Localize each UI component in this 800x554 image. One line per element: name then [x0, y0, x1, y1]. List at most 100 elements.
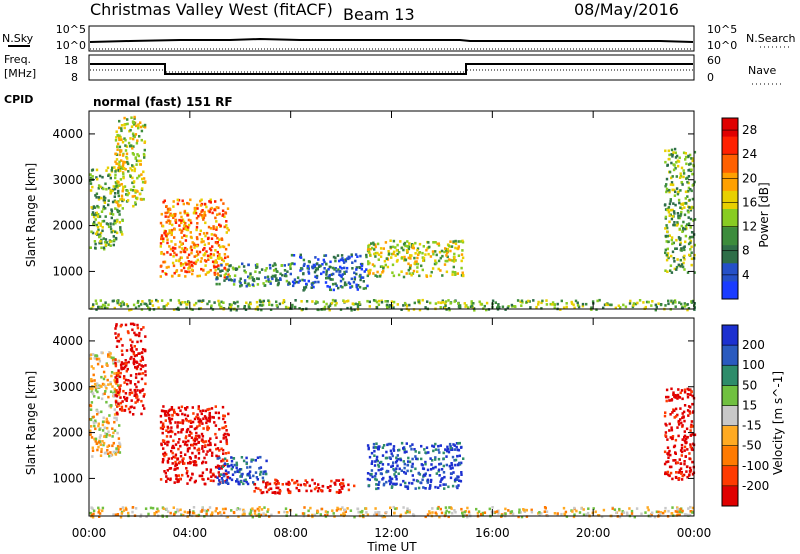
echo-cell [213, 421, 216, 424]
echo-cell [504, 512, 507, 515]
echo-cell [168, 419, 171, 423]
echo-cell [605, 303, 608, 306]
velocity-x-ticks [88, 318, 695, 516]
echo-cell [445, 463, 448, 467]
echo-cell [460, 473, 463, 476]
power-colorbar-label: Power [dB] [757, 182, 771, 247]
echo-cell [413, 262, 416, 265]
echo-cell [141, 180, 145, 184]
echo-cell [277, 511, 281, 514]
echo-cell [204, 444, 207, 447]
echo-cell [404, 258, 408, 262]
echo-cell [127, 170, 130, 173]
echo-cell [225, 277, 228, 281]
echo-cell [115, 374, 119, 378]
echo-cell [413, 256, 416, 260]
echo-cell [692, 442, 695, 446]
echo-cell [102, 443, 105, 447]
echo-cell [191, 472, 194, 476]
echo-cell [295, 486, 298, 490]
echo-cell [678, 458, 681, 461]
echo-cell [414, 487, 417, 490]
echo-cell [134, 306, 138, 310]
echo-cell [180, 256, 183, 260]
colorbar-segment [722, 485, 738, 507]
echo-cell [390, 300, 394, 303]
echo-cell [491, 510, 495, 514]
echo-cell [190, 436, 194, 439]
echo-cell [293, 278, 297, 281]
echo-cell [160, 252, 163, 255]
echo-cell [159, 426, 163, 430]
echo-cell [690, 263, 693, 267]
echo-cell [180, 269, 183, 272]
echo-cell [232, 511, 236, 515]
echo-cell [670, 236, 674, 239]
echo-cell [371, 475, 374, 479]
echo-cell [687, 186, 691, 190]
echo-cell [118, 387, 122, 391]
echo-cell [106, 222, 109, 226]
echo-cell [166, 238, 169, 241]
echo-cell [223, 276, 226, 279]
echo-cell [101, 440, 104, 443]
echo-cell [311, 283, 314, 287]
echo-cell [141, 372, 145, 375]
echo-cell [444, 259, 447, 263]
echo-cell [114, 376, 117, 379]
echo-cell [450, 462, 453, 465]
echo-cell [109, 240, 112, 244]
echo-cell [434, 302, 438, 305]
echo-cell [116, 145, 119, 148]
echo-cell [360, 264, 364, 268]
echo-cell [174, 212, 177, 216]
echo-cell [92, 373, 95, 377]
echo-cell [325, 262, 328, 266]
echo-cell [96, 412, 99, 416]
echo-cell [340, 513, 343, 517]
echo-cell [678, 396, 682, 399]
colorbar-segment [722, 136, 738, 155]
echo-cell [439, 269, 442, 272]
echo-cell [109, 222, 112, 225]
echo-cell [180, 243, 183, 246]
echo-cell [144, 370, 147, 373]
echo-cell [276, 491, 280, 495]
echo-cell [418, 308, 422, 312]
echo-cell [159, 245, 162, 248]
echo-cell [203, 509, 206, 512]
echo-cell [195, 228, 198, 232]
y-tick-label: 2000 [52, 426, 83, 440]
echo-cell [387, 250, 390, 253]
echo-cell [109, 355, 112, 359]
echo-cell [424, 306, 427, 309]
echo-cell [139, 121, 142, 124]
echo-cell [210, 305, 213, 309]
echo-cell [127, 360, 130, 364]
echo-cell [585, 513, 588, 516]
echo-cell [186, 474, 190, 478]
echo-cell [133, 406, 136, 410]
freq-tick-top: 18 [64, 54, 78, 67]
echo-cell [685, 162, 688, 166]
echo-cell [353, 271, 356, 275]
echo-cell [672, 445, 676, 449]
colorbar-frame [721, 117, 739, 300]
echo-cell [221, 465, 225, 468]
echo-cell [679, 243, 682, 246]
echo-cell [165, 266, 168, 269]
echo-cell [346, 507, 349, 510]
echo-cell [452, 240, 455, 243]
echo-cell [118, 209, 121, 213]
echo-cell [100, 375, 103, 379]
echo-cell [405, 485, 408, 489]
echo-cell [441, 254, 444, 258]
echo-cell [400, 246, 403, 250]
echo-cell [666, 247, 669, 251]
echo-cell [102, 441, 106, 445]
echo-cell [226, 226, 229, 230]
echo-cell [342, 484, 345, 488]
echo-cell [570, 302, 574, 305]
echo-cell [187, 439, 190, 443]
echo-cell [447, 450, 451, 454]
